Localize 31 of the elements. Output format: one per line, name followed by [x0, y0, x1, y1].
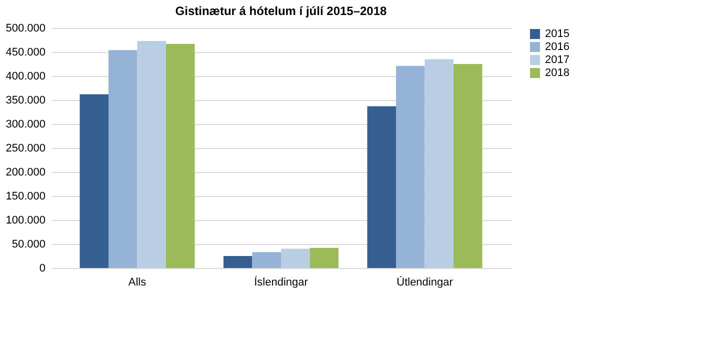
y-tick-label: 350.000 — [6, 94, 46, 106]
y-tick-label: 200.000 — [6, 166, 46, 178]
bar — [166, 44, 195, 268]
bar — [367, 106, 396, 268]
legend-label: 2017 — [545, 54, 570, 66]
y-tick-label: 50.000 — [12, 238, 46, 250]
y-tick-label: 400.000 — [6, 70, 46, 82]
bar — [108, 50, 138, 268]
y-tick-label: 0 — [39, 262, 46, 274]
x-tick-label: Íslendingar — [254, 276, 308, 288]
bar — [224, 256, 252, 268]
x-tick-label: Alls — [128, 276, 147, 288]
legend-label: 2018 — [545, 67, 570, 79]
y-tick-label: 500.000 — [6, 22, 46, 34]
chart-title: Gistinætur á hótelum í júlí 2015–2018 — [175, 4, 388, 18]
x-tick-label: Útlendingar — [396, 276, 454, 288]
bar — [137, 40, 166, 268]
bar — [454, 64, 482, 268]
y-tick-label: 150.000 — [6, 190, 46, 202]
bar — [281, 248, 310, 268]
y-tick-label: 250.000 — [6, 142, 46, 154]
y-tick-label: 300.000 — [6, 118, 46, 130]
y-tick-label: 450.000 — [6, 46, 46, 58]
bar — [252, 252, 281, 268]
legend-label: 2016 — [545, 41, 570, 53]
bar — [80, 94, 108, 268]
bar — [424, 59, 454, 268]
bar — [310, 248, 338, 268]
legend-label: 2015 — [545, 28, 570, 40]
y-tick-label: 100.000 — [6, 214, 46, 226]
bar — [396, 66, 425, 268]
